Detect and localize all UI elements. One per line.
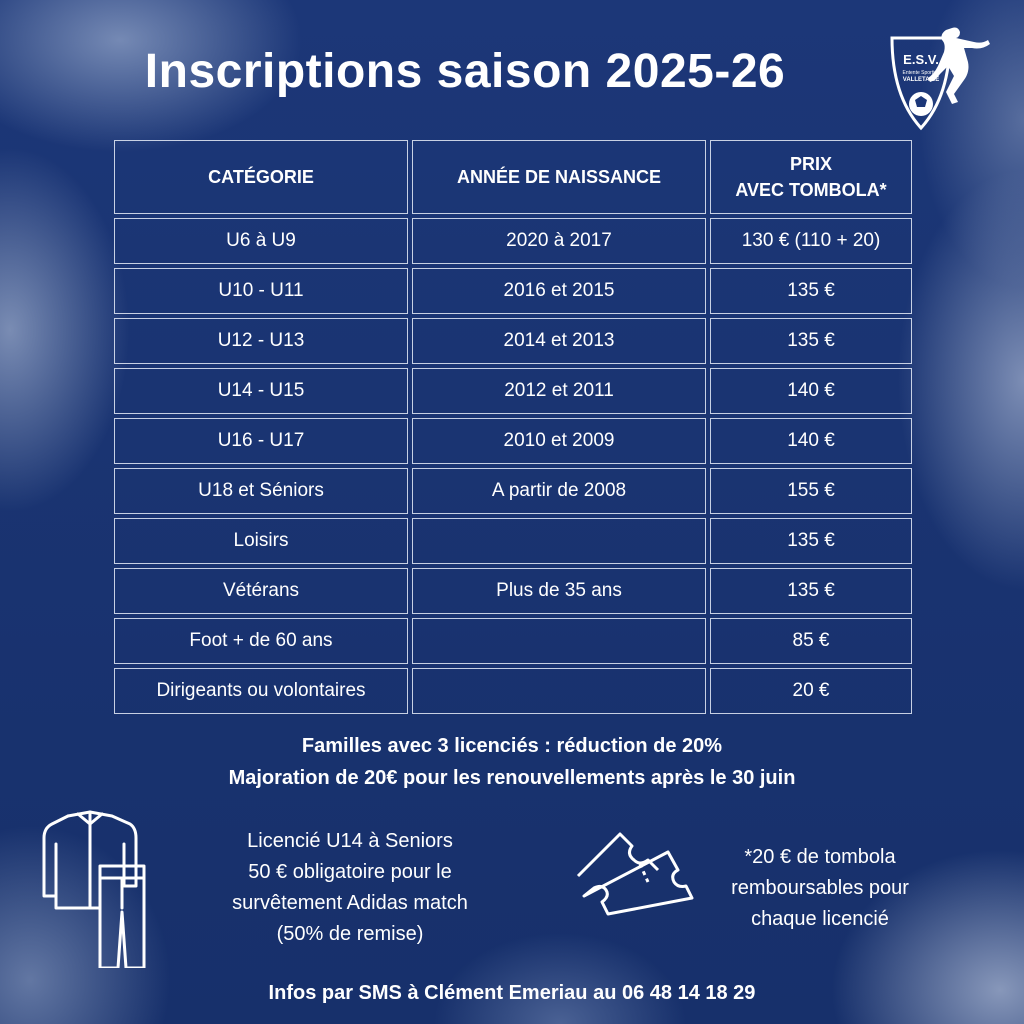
family-discount-note: Familles avec 3 licenciés : réduction de…	[301, 735, 723, 757]
header-birth-year: ANNÉE DE NAISSANCE	[412, 140, 706, 214]
cell-birth-year	[412, 618, 706, 664]
tombola-line: chaque licencié	[751, 908, 889, 930]
tombola-line: remboursables pour	[731, 877, 909, 899]
table-row: U18 et Séniors A partir de 2008 155 €	[114, 468, 912, 514]
tracksuit-line: (50% de remise)	[276, 923, 424, 945]
cell-birth-year	[412, 518, 706, 564]
cell-price: 135 €	[710, 568, 912, 614]
tracksuit-line: Licencié U14 à Seniors	[247, 830, 453, 852]
page-title: Inscriptions saison 2025-26	[144, 45, 786, 98]
cell-birth-year: 2010 et 2009	[412, 418, 706, 464]
cell-birth-year: 2012 et 2011	[412, 368, 706, 414]
table-row: U12 - U13 2014 et 2013 135 €	[114, 318, 912, 364]
header-price-line2: AVEC TOMBOLA*	[735, 180, 887, 200]
cell-birth-year: Plus de 35 ans	[412, 568, 706, 614]
club-crest-icon: E.S.V. Entente Sportive VALLETAISE	[890, 27, 990, 131]
cell-price: 140 €	[710, 368, 912, 414]
notes-block: Familles avec 3 licenciés : réduction de…	[0, 730, 1024, 794]
cell-category: Dirigeants ou volontaires	[114, 668, 408, 714]
cell-category: Foot + de 60 ans	[114, 618, 408, 664]
table-row: U14 - U15 2012 et 2011 140 €	[114, 368, 912, 414]
header-category: CATÉGORIE	[114, 140, 408, 214]
tracksuit-icon	[42, 810, 146, 968]
tracksuit-line: 50 € obligatoire pour le	[248, 861, 452, 883]
late-renewal-note: Majoration de 20€ pour les renouvellemen…	[228, 767, 796, 789]
table-row: Dirigeants ou volontaires 20 €	[114, 668, 912, 714]
cell-price: 135 €	[710, 318, 912, 364]
cell-price: 130 € (110 + 20)	[710, 218, 912, 264]
cell-price: 135 €	[710, 268, 912, 314]
cell-category: U14 - U15	[114, 368, 408, 414]
header-price: PRIX AVEC TOMBOLA*	[710, 140, 912, 214]
table-row: U10 - U11 2016 et 2015 135 €	[114, 268, 912, 314]
table-header-row: CATÉGORIE ANNÉE DE NAISSANCE PRIX AVEC T…	[114, 140, 912, 214]
logo-line2: VALLETAISE	[903, 77, 939, 83]
cell-birth-year	[412, 668, 706, 714]
table-row: U16 - U17 2010 et 2009 140 €	[114, 418, 912, 464]
logo-initials: E.S.V.	[903, 52, 939, 67]
contact-footer: Infos par SMS à Clément Emeriau au 06 48…	[268, 982, 756, 1004]
table-row: Vétérans Plus de 35 ans 135 €	[114, 568, 912, 614]
cell-category: U10 - U11	[114, 268, 408, 314]
cell-price: 20 €	[710, 668, 912, 714]
tombola-info: *20 € de tombola remboursables pour chaq…	[690, 842, 950, 935]
table-row: U6 à U9 2020 à 2017 130 € (110 + 20)	[114, 218, 912, 264]
cell-category: U18 et Séniors	[114, 468, 408, 514]
cell-birth-year: 2014 et 2013	[412, 318, 706, 364]
cell-category: U6 à U9	[114, 218, 408, 264]
cell-category: U16 - U17	[114, 418, 408, 464]
cell-price: 85 €	[710, 618, 912, 664]
cell-birth-year: A partir de 2008	[412, 468, 706, 514]
price-table: CATÉGORIE ANNÉE DE NAISSANCE PRIX AVEC T…	[110, 136, 916, 718]
tombola-line: *20 € de tombola	[744, 846, 896, 868]
cell-birth-year: 2020 à 2017	[412, 218, 706, 264]
logo-line1: Entente Sportive	[903, 70, 940, 76]
tracksuit-line: survêtement Adidas match	[232, 892, 468, 914]
cell-price: 155 €	[710, 468, 912, 514]
table-row: Foot + de 60 ans 85 €	[114, 618, 912, 664]
tickets-icon	[576, 832, 694, 916]
cell-category: Loisirs	[114, 518, 408, 564]
cell-category: Vétérans	[114, 568, 408, 614]
cell-price: 140 €	[710, 418, 912, 464]
header-price-line1: PRIX	[789, 154, 832, 174]
tracksuit-info: Licencié U14 à Seniors 50 € obligatoire …	[180, 826, 520, 950]
cell-category: U12 - U13	[114, 318, 408, 364]
cell-price: 135 €	[710, 518, 912, 564]
cell-birth-year: 2016 et 2015	[412, 268, 706, 314]
table-row: Loisirs 135 €	[114, 518, 912, 564]
